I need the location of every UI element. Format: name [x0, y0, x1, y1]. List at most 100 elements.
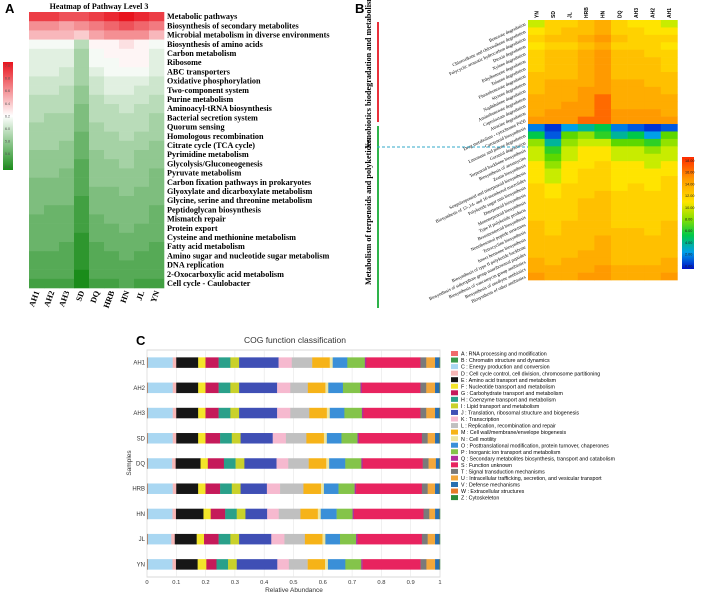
heatmap-a-cell: [89, 48, 105, 59]
heatmap-a-row-label: Bacterial secretion system: [167, 113, 258, 122]
heatmap-a-cell: [104, 196, 120, 206]
bar-c-legend-swatch: [451, 390, 458, 396]
bar-c-segment: [354, 508, 424, 520]
heatmap-a-cell: [134, 48, 150, 59]
heatmap-a-cell: [134, 177, 150, 188]
heatmap-a-cell: [89, 186, 105, 197]
heatmap-b-cell: [561, 79, 579, 88]
bar-c-x-tick: 0.2: [202, 580, 210, 586]
heatmap-a-row-label: ABC transporters: [167, 67, 230, 76]
heatmap-b-cell: [561, 146, 579, 155]
heatmap-b-column-label: YN: [534, 11, 540, 18]
heatmap-b-scale-tick: 14.00: [685, 182, 695, 186]
bar-c-segment: [435, 433, 440, 444]
heatmap-a-cell: [104, 278, 120, 289]
heatmap-a-cell: [29, 242, 45, 252]
heatmap-b-cell: [611, 257, 628, 266]
heatmap-b-cell: [528, 49, 545, 58]
heatmap-a-cell: [104, 251, 120, 261]
bar-c-segment: [172, 559, 177, 570]
heatmap-b-cell: [660, 94, 678, 103]
bar-c-segment: [426, 382, 436, 394]
heatmap-a-cell: [119, 223, 135, 234]
bar-c-segment: [230, 407, 240, 419]
bar-c-segment: [359, 433, 423, 444]
heatmap-a-cell: [119, 150, 135, 160]
heatmap-a-column-label: HN: [119, 290, 132, 305]
heatmap-a-cell: [134, 122, 150, 132]
heatmap-b-cell: [611, 250, 628, 259]
bar-c-segment: [175, 508, 204, 520]
bar-c-legend-swatch: [451, 370, 458, 376]
heatmap-b-cell: [660, 190, 678, 199]
bar-c-segment: [147, 483, 173, 494]
heatmap-b-cell: [644, 235, 662, 244]
heatmap-b-cell: [627, 116, 645, 125]
bar-c-segment: [239, 533, 272, 545]
heatmap-a-cell: [149, 85, 165, 96]
bar-c-segment: [216, 559, 229, 570]
heatmap-b-cell: [627, 190, 645, 199]
heatmap-b-cell: [611, 49, 628, 58]
heatmap-b-cell: [660, 86, 678, 95]
heatmap-b-column-label: AH2: [651, 8, 657, 18]
heatmap-a-cell: [104, 76, 120, 86]
heatmap-a-cell: [104, 131, 120, 142]
bar-c-segment: [235, 458, 245, 469]
heatmap-a-cell: [59, 205, 75, 215]
heatmap-a-cell: [89, 131, 105, 142]
heatmap-b-cell: [528, 138, 545, 147]
heatmap-b-cell: [627, 79, 645, 88]
bar-c-segment: [327, 559, 346, 570]
heatmap-b-cell: [528, 20, 545, 28]
heatmap-b-cell: [577, 116, 595, 125]
heatmap-a-cell: [89, 159, 105, 169]
bar-c-category-label: JL: [139, 537, 146, 543]
heatmap-b-cell: [660, 72, 678, 80]
heatmap-a-cell: [44, 94, 60, 105]
heatmap-b-cell: [660, 146, 678, 155]
heatmap-b-cell: [611, 153, 628, 162]
heatmap-b-cell: [528, 34, 545, 43]
heatmap-b-column-label: SD: [551, 11, 557, 18]
heatmap-b-cell: [594, 64, 612, 73]
heatmap-b-column-label: AH3: [634, 8, 640, 18]
heatmap-b-cell: [544, 64, 562, 73]
heatmap-a-cell: [44, 76, 60, 86]
heatmap-b-column-label: HN: [601, 10, 607, 18]
bar-c-legend-entry: O : Posttranslational modification, prot…: [461, 443, 609, 449]
heatmap-a-cell: [104, 232, 120, 243]
heatmap-b-group-label: Metabolism of terpenoids and polyketides: [364, 139, 373, 285]
heatmap-a-cell: [149, 269, 165, 280]
bar-c-segment: [429, 508, 436, 520]
heatmap-a-cell: [44, 159, 60, 169]
heatmap-a-row-label: Microbial metabolism in diverse environm…: [167, 31, 330, 40]
heatmap-a-cell: [134, 140, 150, 151]
heatmap-b-cell: [577, 228, 595, 236]
heatmap-a-cell: [29, 196, 45, 206]
heatmap-b-cell: [611, 190, 628, 199]
heatmap-b-cell: [611, 124, 628, 132]
heatmap-b-cell: [644, 257, 662, 266]
heatmap-b-cell: [627, 49, 645, 58]
bar-c-segment: [342, 382, 361, 394]
bar-c-x-tick: 1: [438, 580, 441, 586]
bar-c-segment: [231, 433, 241, 444]
heatmap-b-cell: [544, 27, 562, 36]
heatmap-b-cell: [544, 42, 562, 51]
heatmap-a-cell: [89, 104, 105, 114]
bar-c-segment: [354, 483, 357, 494]
bar-c-segment: [200, 458, 209, 469]
bar-c-segment: [176, 382, 199, 394]
heatmap-b-cell: [660, 57, 678, 65]
bar-c-segment: [198, 382, 206, 394]
heatmap-b-cell: [660, 153, 678, 162]
heatmap-b-cell: [594, 146, 612, 155]
bar-c-segment: [361, 458, 364, 469]
heatmap-b-cell: [644, 183, 662, 192]
heatmap-a-cell: [134, 58, 150, 68]
heatmap-a-cell: [29, 205, 45, 215]
heatmap-a-cell: [74, 21, 90, 31]
